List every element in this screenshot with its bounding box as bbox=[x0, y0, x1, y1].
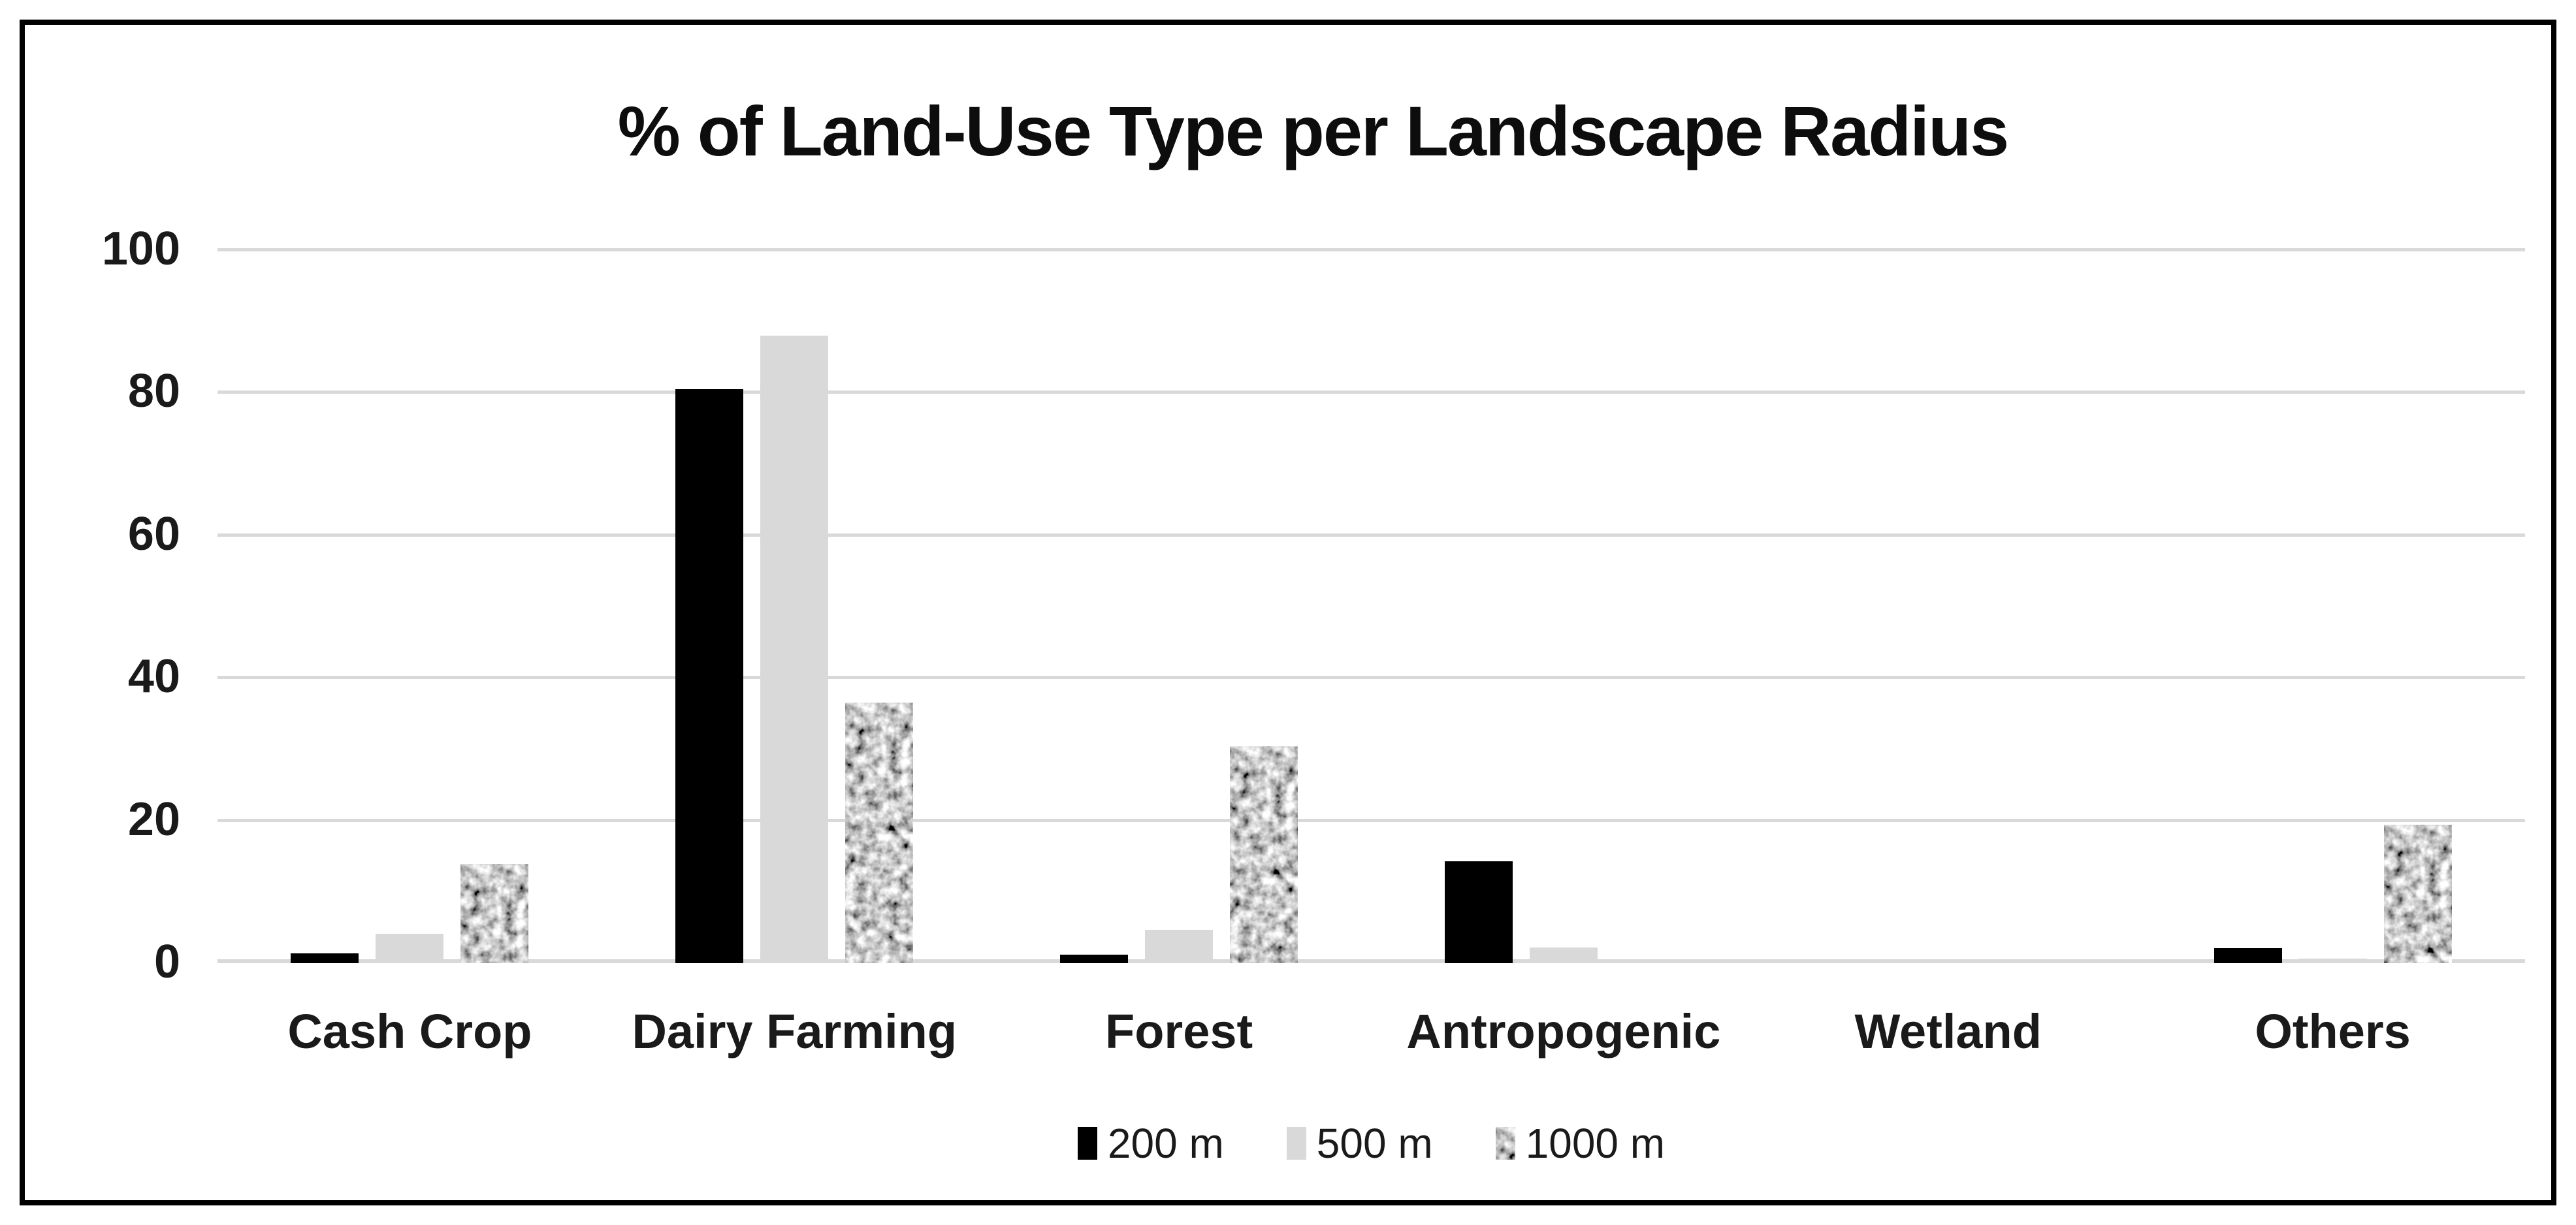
x-axis-line bbox=[217, 959, 2525, 963]
chart-title: % of Land-Use Type per Landscape Radius bbox=[617, 91, 2009, 170]
plot-area bbox=[217, 248, 2525, 963]
legend-marker-icon bbox=[1286, 1127, 1306, 1160]
category-label: Others bbox=[2255, 1004, 2411, 1058]
y-tick-label: 80 bbox=[127, 365, 180, 418]
bar-series-2-category-2 bbox=[1230, 746, 1298, 963]
legend-label: 200 m bbox=[1107, 1120, 1224, 1167]
gridline bbox=[217, 248, 2525, 251]
x-axis-category-labels: Cash Crop Dairy Farming Forest Antropogenic… bbox=[217, 999, 2525, 1064]
y-tick-label: 20 bbox=[127, 793, 180, 846]
bar-series-0-category-0 bbox=[291, 953, 359, 963]
legend: 200 m 500 m 1000 m bbox=[217, 1114, 2525, 1173]
bar-series-0-category-1 bbox=[675, 389, 744, 963]
y-axis-tick-labels: 0 20 40 60 80 100 bbox=[50, 225, 180, 985]
chart-frame: % of Land-Use Type per Landscape Radius … bbox=[20, 20, 2556, 1205]
category-label: Antropogenic bbox=[1406, 1004, 1721, 1058]
bar-series-0-category-2 bbox=[1060, 954, 1129, 963]
bar-series-1-category-2 bbox=[1145, 929, 1214, 963]
bar-series-2-category-1 bbox=[845, 703, 914, 963]
gridline bbox=[217, 390, 2525, 394]
gridline bbox=[217, 818, 2525, 822]
y-tick-label: 100 bbox=[101, 223, 180, 275]
legend-marker-icon bbox=[1495, 1127, 1515, 1160]
legend-item: 500 m bbox=[1286, 1120, 1433, 1167]
bar-series-1-category-5 bbox=[2298, 959, 2367, 963]
bar-series-1-category-0 bbox=[376, 934, 444, 963]
gridline bbox=[217, 533, 2525, 537]
y-tick-label: 40 bbox=[127, 650, 180, 703]
category-label: Dairy Farming bbox=[632, 1004, 958, 1058]
category-label: Cash Crop bbox=[287, 1004, 532, 1058]
bar-series-1-category-1 bbox=[760, 336, 829, 963]
y-tick-label: 0 bbox=[153, 936, 180, 988]
bar-series-0-category-3 bbox=[1444, 861, 1513, 963]
legend-label: 1000 m bbox=[1525, 1120, 1666, 1167]
bar-series-2-category-0 bbox=[460, 864, 529, 963]
bar-series-0-category-5 bbox=[2214, 948, 2282, 963]
bar-series-2-category-5 bbox=[2383, 825, 2452, 963]
y-tick-label: 60 bbox=[127, 507, 180, 560]
legend-marker-icon bbox=[1077, 1127, 1097, 1160]
category-label: Forest bbox=[1105, 1004, 1253, 1058]
legend-label: 500 m bbox=[1316, 1120, 1433, 1167]
bar-series-1-category-3 bbox=[1529, 947, 1598, 963]
legend-item: 1000 m bbox=[1495, 1120, 1666, 1167]
legend-item: 200 m bbox=[1077, 1120, 1224, 1167]
gridline bbox=[217, 676, 2525, 680]
category-label: Wetland bbox=[1854, 1004, 2042, 1058]
